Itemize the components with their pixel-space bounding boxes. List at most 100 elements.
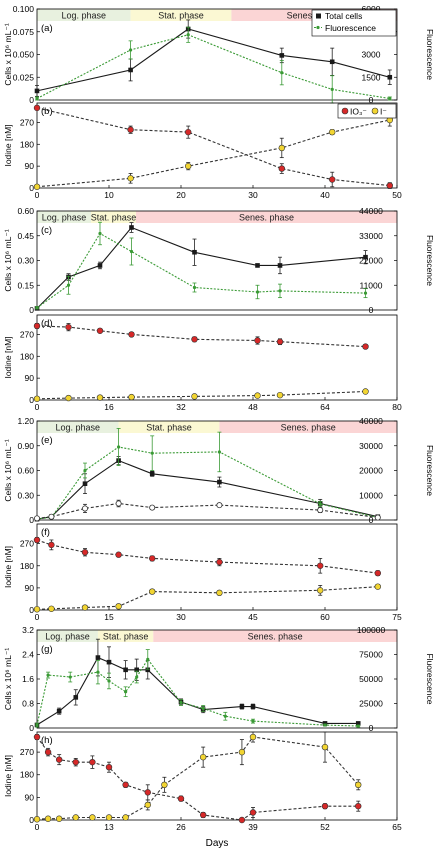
panel-g: Log. phase Stat. phase Senes. phase (g) 0 0.8… xyxy=(3,625,435,733)
panel-f: (f) 0 90 180 270 0 15 30 45 60 75 Iodine [nM] xyxy=(3,523,402,622)
panel-letter: (d) xyxy=(41,318,53,329)
legend-marker-iodate xyxy=(341,107,349,115)
phase-label-log: Log. phase xyxy=(45,632,90,642)
y-tick-label: 0 xyxy=(29,515,34,525)
phase-label-stat: Stat. phase xyxy=(91,213,137,223)
x-tick-label: 48 xyxy=(248,402,258,412)
series-iodide xyxy=(33,731,362,823)
data-point xyxy=(146,657,150,662)
y-tick-label: 1.20 xyxy=(17,416,34,426)
legend-marker-iodide xyxy=(371,107,379,115)
y-tick-label: 270 xyxy=(20,747,34,757)
x-tick-label: 0 xyxy=(35,612,40,622)
phase-label-stat: Stat. phase xyxy=(103,632,149,642)
y-tick-label: 0 xyxy=(29,95,34,105)
y-axis-label: Iodine [nM] xyxy=(3,124,13,166)
x-tick-label: 50 xyxy=(392,190,402,200)
panel-letter: (b) xyxy=(41,106,53,117)
data-point xyxy=(278,165,285,172)
data-point xyxy=(255,263,260,268)
x-tick-label: 10 xyxy=(104,190,114,200)
y-tick-label: 0.30 xyxy=(17,256,34,266)
data-point xyxy=(191,336,198,343)
x-tick-label: 75 xyxy=(392,612,402,622)
data-point xyxy=(127,126,134,133)
data-point xyxy=(329,176,336,183)
x-tick-label: 80 xyxy=(392,402,402,412)
days-axis-label: Days xyxy=(206,838,229,849)
data-point xyxy=(317,507,324,514)
data-point xyxy=(177,795,185,802)
series-line xyxy=(36,656,359,726)
data-point xyxy=(217,479,222,485)
plot-frame xyxy=(36,314,398,401)
plot-frame xyxy=(36,731,398,821)
data-point xyxy=(34,88,40,94)
series-line xyxy=(36,119,390,188)
phase-band-stat xyxy=(130,9,232,21)
x-tick-label: 52 xyxy=(320,822,330,832)
data-point xyxy=(73,695,79,700)
x-tick-label: 40 xyxy=(320,190,330,200)
data-point xyxy=(149,555,156,562)
data-point xyxy=(44,815,52,822)
y-tick-label: 0.8 xyxy=(22,699,34,709)
x-tick-label: 45 xyxy=(248,612,258,622)
data-point xyxy=(251,719,255,723)
phase-band-stat xyxy=(91,211,136,223)
data-point xyxy=(48,605,55,612)
data-point xyxy=(72,814,79,821)
data-point xyxy=(33,183,41,190)
panel-h: (h) 0 90 180 270 0 13 26 39 52 65 Iodine [nM] xyxy=(3,731,402,832)
y2-tick-label: 30000 xyxy=(359,441,383,451)
y-tick-label: 0.45 xyxy=(17,231,34,241)
data-point xyxy=(81,549,89,556)
y-tick-label: 1.6 xyxy=(22,674,34,684)
phase-band-senes xyxy=(153,630,397,642)
series-line xyxy=(36,736,359,821)
data-point xyxy=(329,128,336,136)
legend-box xyxy=(311,9,397,37)
data-point xyxy=(145,667,151,673)
data-point xyxy=(44,748,52,756)
y-tick-label: 180 xyxy=(20,139,34,149)
phase-band-stat xyxy=(118,421,220,433)
y-tick-label: 180 xyxy=(20,770,34,780)
data-point xyxy=(216,558,223,566)
legend-label-fluor: Fluorescence xyxy=(325,23,376,33)
data-point xyxy=(115,551,122,558)
data-point xyxy=(386,182,393,189)
y2-tick-label: 10000 xyxy=(359,490,383,500)
data-point xyxy=(46,673,50,677)
data-point xyxy=(98,231,102,236)
data-point xyxy=(318,502,322,506)
y2-tick-label: 22000 xyxy=(359,256,383,266)
data-point xyxy=(66,283,71,287)
y-axis-label: Iodine [nM] xyxy=(3,546,13,588)
data-point xyxy=(122,781,129,788)
y-tick-label: 0 xyxy=(29,395,34,405)
data-point xyxy=(129,48,133,52)
data-point xyxy=(134,667,139,673)
data-point xyxy=(363,254,368,260)
data-point xyxy=(323,723,327,727)
data-point xyxy=(249,733,257,741)
data-point xyxy=(122,814,129,821)
data-point xyxy=(83,468,87,473)
data-point xyxy=(254,392,261,399)
y-axis-label: Iodine [nM] xyxy=(3,755,13,797)
y2-axis-label: Fluorescence xyxy=(425,29,435,80)
y-tick-label: 180 xyxy=(20,561,34,571)
data-point xyxy=(65,394,72,402)
y-tick-label: 0 xyxy=(29,605,34,615)
y-tick-label: 0.025 xyxy=(13,72,35,82)
data-point xyxy=(317,587,324,594)
x-tick-label: 39 xyxy=(248,822,258,832)
series-line xyxy=(36,107,390,187)
data-point xyxy=(33,816,41,823)
phase-band-log xyxy=(37,421,119,433)
series-iodide xyxy=(33,583,381,613)
data-point xyxy=(255,290,260,294)
plot-frame xyxy=(36,210,398,311)
